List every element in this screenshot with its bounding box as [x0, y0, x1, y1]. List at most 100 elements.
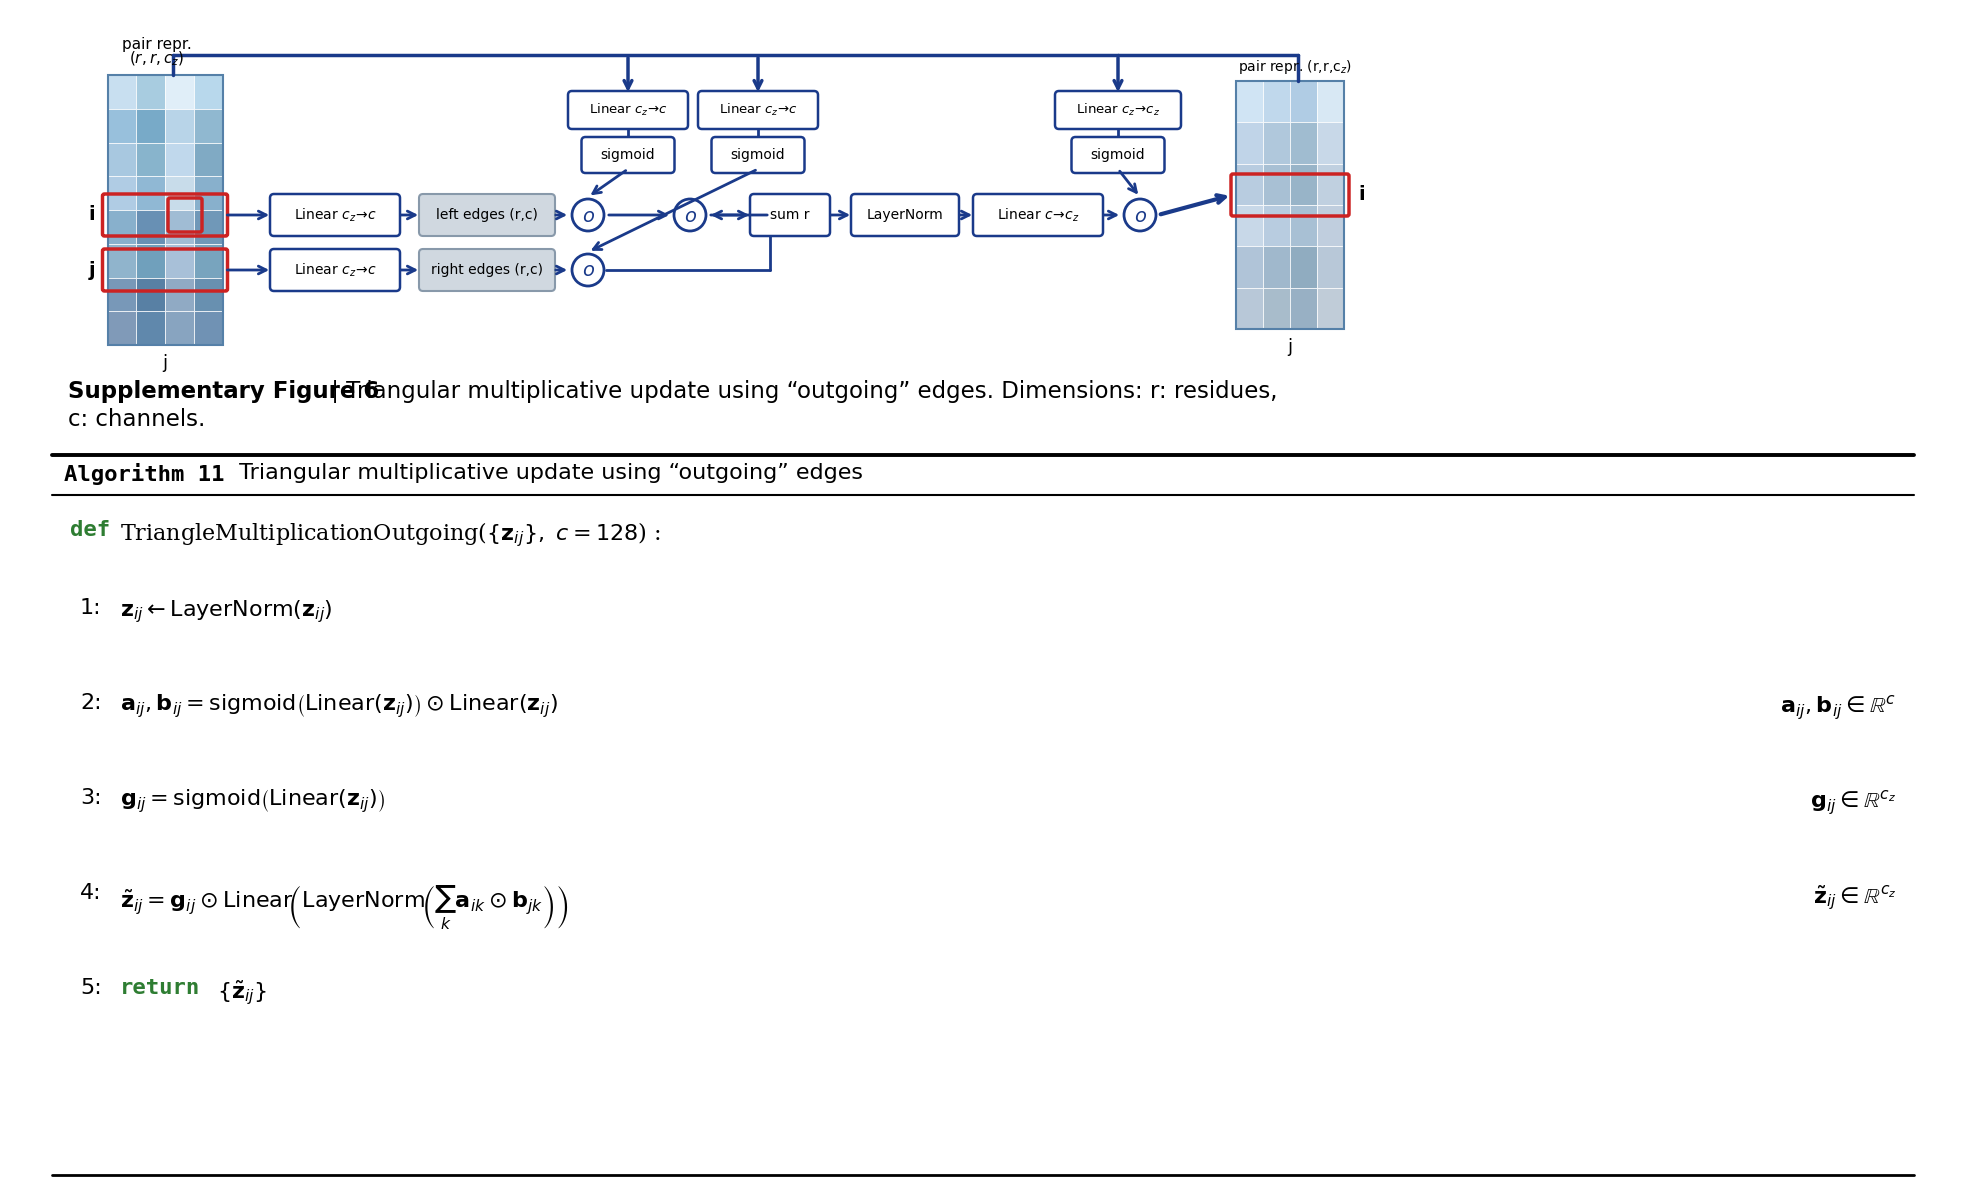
Text: Triangular multiplicative update using “outgoing” edges: Triangular multiplicative update using “… — [232, 464, 863, 483]
FancyBboxPatch shape — [582, 137, 674, 173]
Bar — [136, 312, 165, 346]
Text: i: i — [1359, 185, 1364, 205]
Bar — [108, 75, 136, 108]
Text: sigmoid: sigmoid — [731, 148, 784, 163]
Bar — [1290, 247, 1317, 288]
Text: | Triangular multiplicative update using “outgoing” edges. Dimensions: r: residu: | Triangular multiplicative update using… — [324, 380, 1278, 403]
Text: $\mathbf{g}_{ij} = \mathrm{sigmoid}\left(\mathrm{Linear}(\mathbf{z}_{ij})\right): $\mathbf{g}_{ij} = \mathrm{sigmoid}\left… — [120, 787, 385, 815]
Bar — [1317, 288, 1345, 329]
Bar — [165, 243, 195, 277]
Text: TriangleMultiplicationOutgoing($\{\mathbf{z}_{ij}\},\ c = 128$) :: TriangleMultiplicationOutgoing($\{\mathb… — [120, 520, 661, 549]
Text: def: def — [71, 520, 110, 541]
FancyBboxPatch shape — [269, 194, 399, 236]
Text: LayerNorm: LayerNorm — [867, 208, 944, 222]
Text: Linear $c_z$$\!\rightarrow\!$$c$: Linear $c_z$$\!\rightarrow\!$$c$ — [588, 102, 668, 118]
Text: Algorithm 11: Algorithm 11 — [65, 464, 224, 485]
Text: Linear $c_z$$\!\rightarrow\!$$c_z$: Linear $c_z$$\!\rightarrow\!$$c_z$ — [1075, 102, 1160, 118]
Bar — [1262, 288, 1290, 329]
FancyBboxPatch shape — [269, 249, 399, 291]
FancyBboxPatch shape — [851, 194, 959, 236]
Bar — [1317, 123, 1345, 164]
FancyBboxPatch shape — [419, 249, 554, 291]
Text: left edges (r,c): left edges (r,c) — [436, 208, 539, 222]
Bar — [165, 312, 195, 346]
Bar — [108, 209, 136, 243]
FancyBboxPatch shape — [973, 194, 1103, 236]
FancyBboxPatch shape — [568, 92, 688, 129]
Bar — [1290, 81, 1317, 123]
Bar — [1290, 288, 1317, 329]
Bar — [165, 108, 195, 142]
Text: return: return — [120, 978, 201, 998]
Bar — [108, 176, 136, 209]
Bar — [195, 108, 222, 142]
Bar — [1317, 164, 1345, 205]
Text: j: j — [163, 354, 167, 372]
Text: 4:: 4: — [81, 883, 102, 903]
Bar — [1237, 247, 1262, 288]
Bar — [108, 277, 136, 312]
Bar — [1262, 81, 1290, 123]
Bar — [136, 108, 165, 142]
Text: j: j — [88, 260, 94, 279]
Bar — [1237, 288, 1262, 329]
Text: pair repr.: pair repr. — [122, 37, 193, 53]
Text: 1:: 1: — [81, 598, 102, 618]
Text: $\mathbf{a}_{ij}, \mathbf{b}_{ij} \in \mathbb{R}^c$: $\mathbf{a}_{ij}, \mathbf{b}_{ij} \in \m… — [1779, 694, 1895, 722]
Circle shape — [572, 199, 604, 231]
Bar — [1262, 123, 1290, 164]
FancyBboxPatch shape — [1056, 92, 1182, 129]
Bar — [1290, 123, 1317, 164]
Text: c: channels.: c: channels. — [69, 408, 204, 431]
FancyBboxPatch shape — [1071, 137, 1164, 173]
Text: right edges (r,c): right edges (r,c) — [431, 262, 543, 277]
Bar — [195, 75, 222, 108]
Bar — [136, 75, 165, 108]
Bar — [136, 243, 165, 277]
Text: 5:: 5: — [81, 978, 102, 998]
Bar — [136, 277, 165, 312]
FancyBboxPatch shape — [698, 92, 818, 129]
Bar — [108, 243, 136, 277]
Text: 3:: 3: — [81, 787, 102, 808]
Text: $\mathbf{z}_{ij} \leftarrow \mathrm{LayerNorm}(\mathbf{z}_{ij})$: $\mathbf{z}_{ij} \leftarrow \mathrm{Laye… — [120, 598, 332, 625]
Bar — [195, 209, 222, 243]
Circle shape — [572, 254, 604, 287]
FancyBboxPatch shape — [712, 137, 804, 173]
Bar — [1290, 164, 1317, 205]
Text: o: o — [1134, 207, 1146, 225]
Bar — [1317, 247, 1345, 288]
Bar — [1237, 81, 1345, 329]
Text: 2:: 2: — [81, 694, 102, 713]
Bar — [136, 176, 165, 209]
Text: pair repr. (r,r,c$_z$): pair repr. (r,r,c$_z$) — [1239, 58, 1353, 76]
Bar — [165, 142, 195, 176]
Text: j: j — [1288, 338, 1292, 356]
Bar — [165, 277, 195, 312]
Text: sum r: sum r — [771, 208, 810, 222]
Text: sigmoid: sigmoid — [602, 148, 655, 163]
Bar — [1237, 164, 1262, 205]
Text: Linear $c_z$$\!\rightarrow\!$$c$: Linear $c_z$$\!\rightarrow\!$$c$ — [293, 206, 376, 224]
Bar — [108, 75, 222, 346]
Bar — [136, 142, 165, 176]
Bar — [195, 176, 222, 209]
Text: Supplementary Figure 6: Supplementary Figure 6 — [69, 380, 379, 403]
Bar — [108, 142, 136, 176]
FancyBboxPatch shape — [749, 194, 830, 236]
Bar — [195, 142, 222, 176]
Text: $\tilde{\mathbf{z}}_{ij} = \mathbf{g}_{ij} \odot \mathrm{Linear}\!\left(\mathrm{: $\tilde{\mathbf{z}}_{ij} = \mathbf{g}_{i… — [120, 883, 568, 931]
Bar — [108, 108, 136, 142]
Bar — [1290, 205, 1317, 247]
Text: o: o — [582, 207, 594, 225]
Bar — [165, 75, 195, 108]
Bar — [1262, 205, 1290, 247]
Bar — [195, 243, 222, 277]
Bar — [1237, 123, 1262, 164]
Bar — [1317, 205, 1345, 247]
Text: $\{\tilde{\mathbf{z}}_{ij}\}$: $\{\tilde{\mathbf{z}}_{ij}\}$ — [216, 978, 267, 1007]
Text: $\tilde{\mathbf{z}}_{ij} \in \mathbb{R}^{c_z}$: $\tilde{\mathbf{z}}_{ij} \in \mathbb{R}^… — [1813, 883, 1895, 911]
Text: $(r,r,c_z)$: $(r,r,c_z)$ — [130, 49, 185, 69]
Bar — [165, 176, 195, 209]
Text: $\mathbf{g}_{ij} \in \mathbb{R}^{c_z}$: $\mathbf{g}_{ij} \in \mathbb{R}^{c_z}$ — [1809, 787, 1895, 816]
